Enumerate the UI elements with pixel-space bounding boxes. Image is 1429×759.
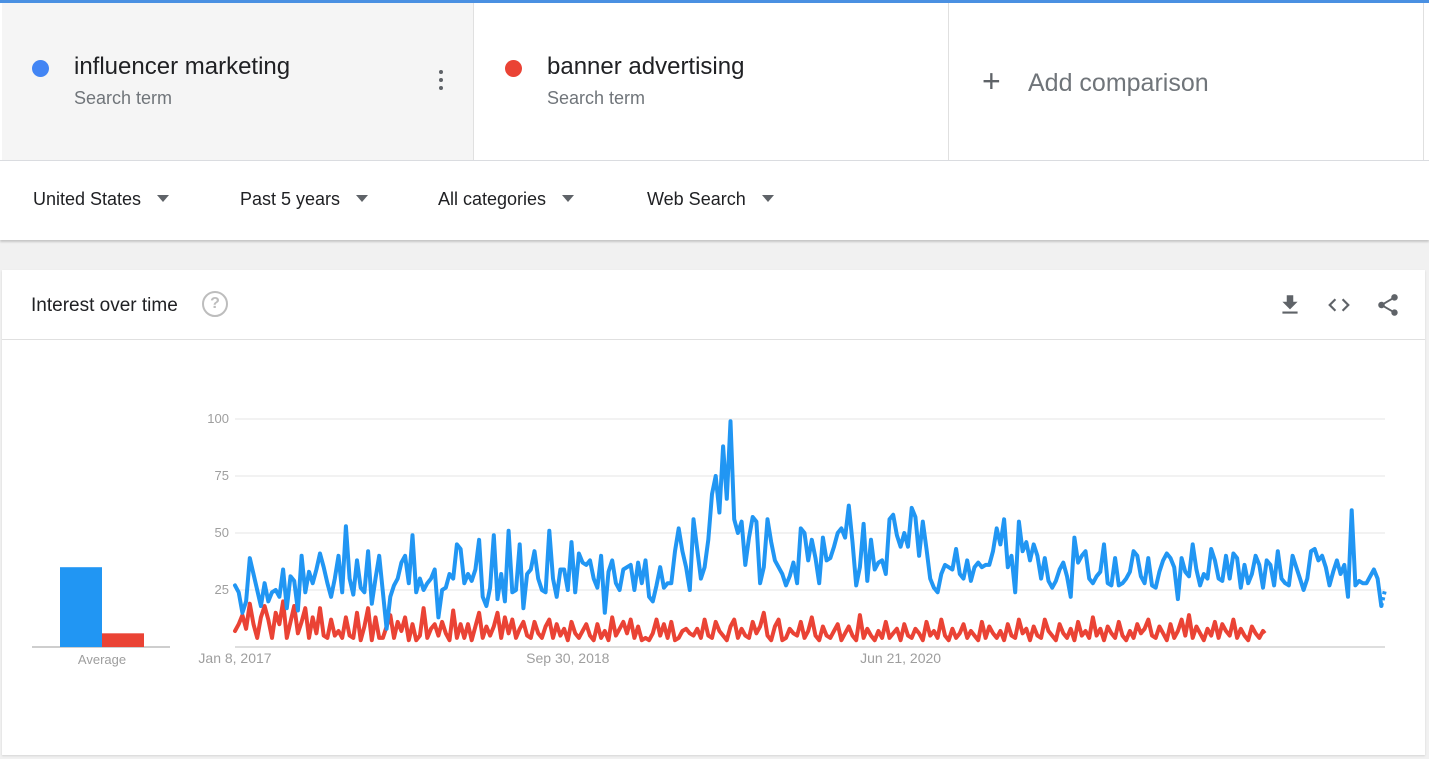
x-tick-label: Jan 8, 2017 bbox=[198, 650, 271, 666]
more-vert-icon[interactable] bbox=[434, 70, 448, 94]
average-label: Average bbox=[78, 652, 126, 667]
interest-over-time-card: Interest over time ? 25 50 75 100 Jan 8, 201… bbox=[2, 270, 1425, 755]
y-tick-label: 100 bbox=[207, 411, 229, 426]
term-sublabel: Search term bbox=[547, 88, 646, 108]
help-icon[interactable]: ? bbox=[202, 291, 228, 317]
top-accent-line bbox=[0, 0, 1429, 3]
add-comparison-label: Add comparison bbox=[1028, 69, 1209, 97]
series-partial-line-influencer-marketing bbox=[1379, 589, 1387, 607]
y-tick-label: 25 bbox=[215, 582, 229, 597]
embed-code-icon[interactable] bbox=[1326, 292, 1352, 318]
series-color-dot bbox=[505, 60, 522, 77]
search-type-dropdown-label: Web Search bbox=[647, 189, 746, 209]
category-dropdown[interactable]: All categories bbox=[438, 189, 575, 210]
region-dropdown-label: United States bbox=[33, 189, 142, 209]
card-header: Interest over time ? bbox=[2, 270, 1425, 340]
share-icon[interactable] bbox=[1375, 292, 1401, 318]
series-color-dot bbox=[32, 60, 49, 77]
term-name: banner advertising bbox=[547, 53, 745, 80]
download-icon[interactable] bbox=[1277, 292, 1303, 318]
average-bar-banner-advertising bbox=[102, 633, 144, 647]
average-bar-influencer-marketing bbox=[60, 567, 102, 647]
y-tick-label: 50 bbox=[215, 525, 229, 540]
dropdown-arrow-icon bbox=[562, 194, 575, 202]
x-tick-label: Sep 30, 2018 bbox=[526, 650, 610, 666]
category-dropdown-label: All categories bbox=[438, 189, 547, 209]
add-comparison-button[interactable]: + Add comparison bbox=[950, 3, 1424, 160]
y-tick-label: 75 bbox=[215, 468, 229, 483]
series-partial-line-banner-advertising bbox=[1261, 629, 1269, 637]
dropdown-arrow-icon bbox=[157, 194, 170, 202]
plus-icon: + bbox=[982, 63, 1001, 99]
interest-chart-svg: 25 50 75 100 Jan 8, 2017 Sep 30, 2018 Jun 21, … bbox=[32, 411, 1387, 667]
time-range-dropdown[interactable]: Past 5 years bbox=[240, 189, 369, 210]
term-sublabel: Search term bbox=[74, 88, 173, 108]
series-line-banner-advertising bbox=[233, 599, 1265, 643]
region-dropdown[interactable]: United States bbox=[33, 189, 170, 210]
time-range-dropdown-label: Past 5 years bbox=[240, 189, 341, 209]
term-card-influencer-marketing[interactable]: influencer marketing Search term bbox=[2, 3, 474, 160]
dropdown-arrow-icon bbox=[761, 194, 774, 202]
card-title: Interest over time bbox=[31, 295, 178, 316]
filter-bar: United States Past 5 years All categorie… bbox=[0, 161, 1429, 240]
dropdown-arrow-icon bbox=[356, 194, 369, 202]
x-tick-label: Jun 21, 2020 bbox=[860, 650, 941, 666]
term-name: influencer marketing bbox=[74, 53, 291, 80]
search-type-dropdown[interactable]: Web Search bbox=[647, 189, 774, 210]
term-card-banner-advertising[interactable]: banner advertising Search term bbox=[475, 3, 949, 160]
interest-chart: 25 50 75 100 Jan 8, 2017 Sep 30, 2018 Jun 21, … bbox=[2, 340, 1425, 755]
comparison-bar: influencer marketing Search term banner … bbox=[0, 3, 1429, 161]
series-line-influencer-marketing bbox=[233, 419, 1384, 631]
